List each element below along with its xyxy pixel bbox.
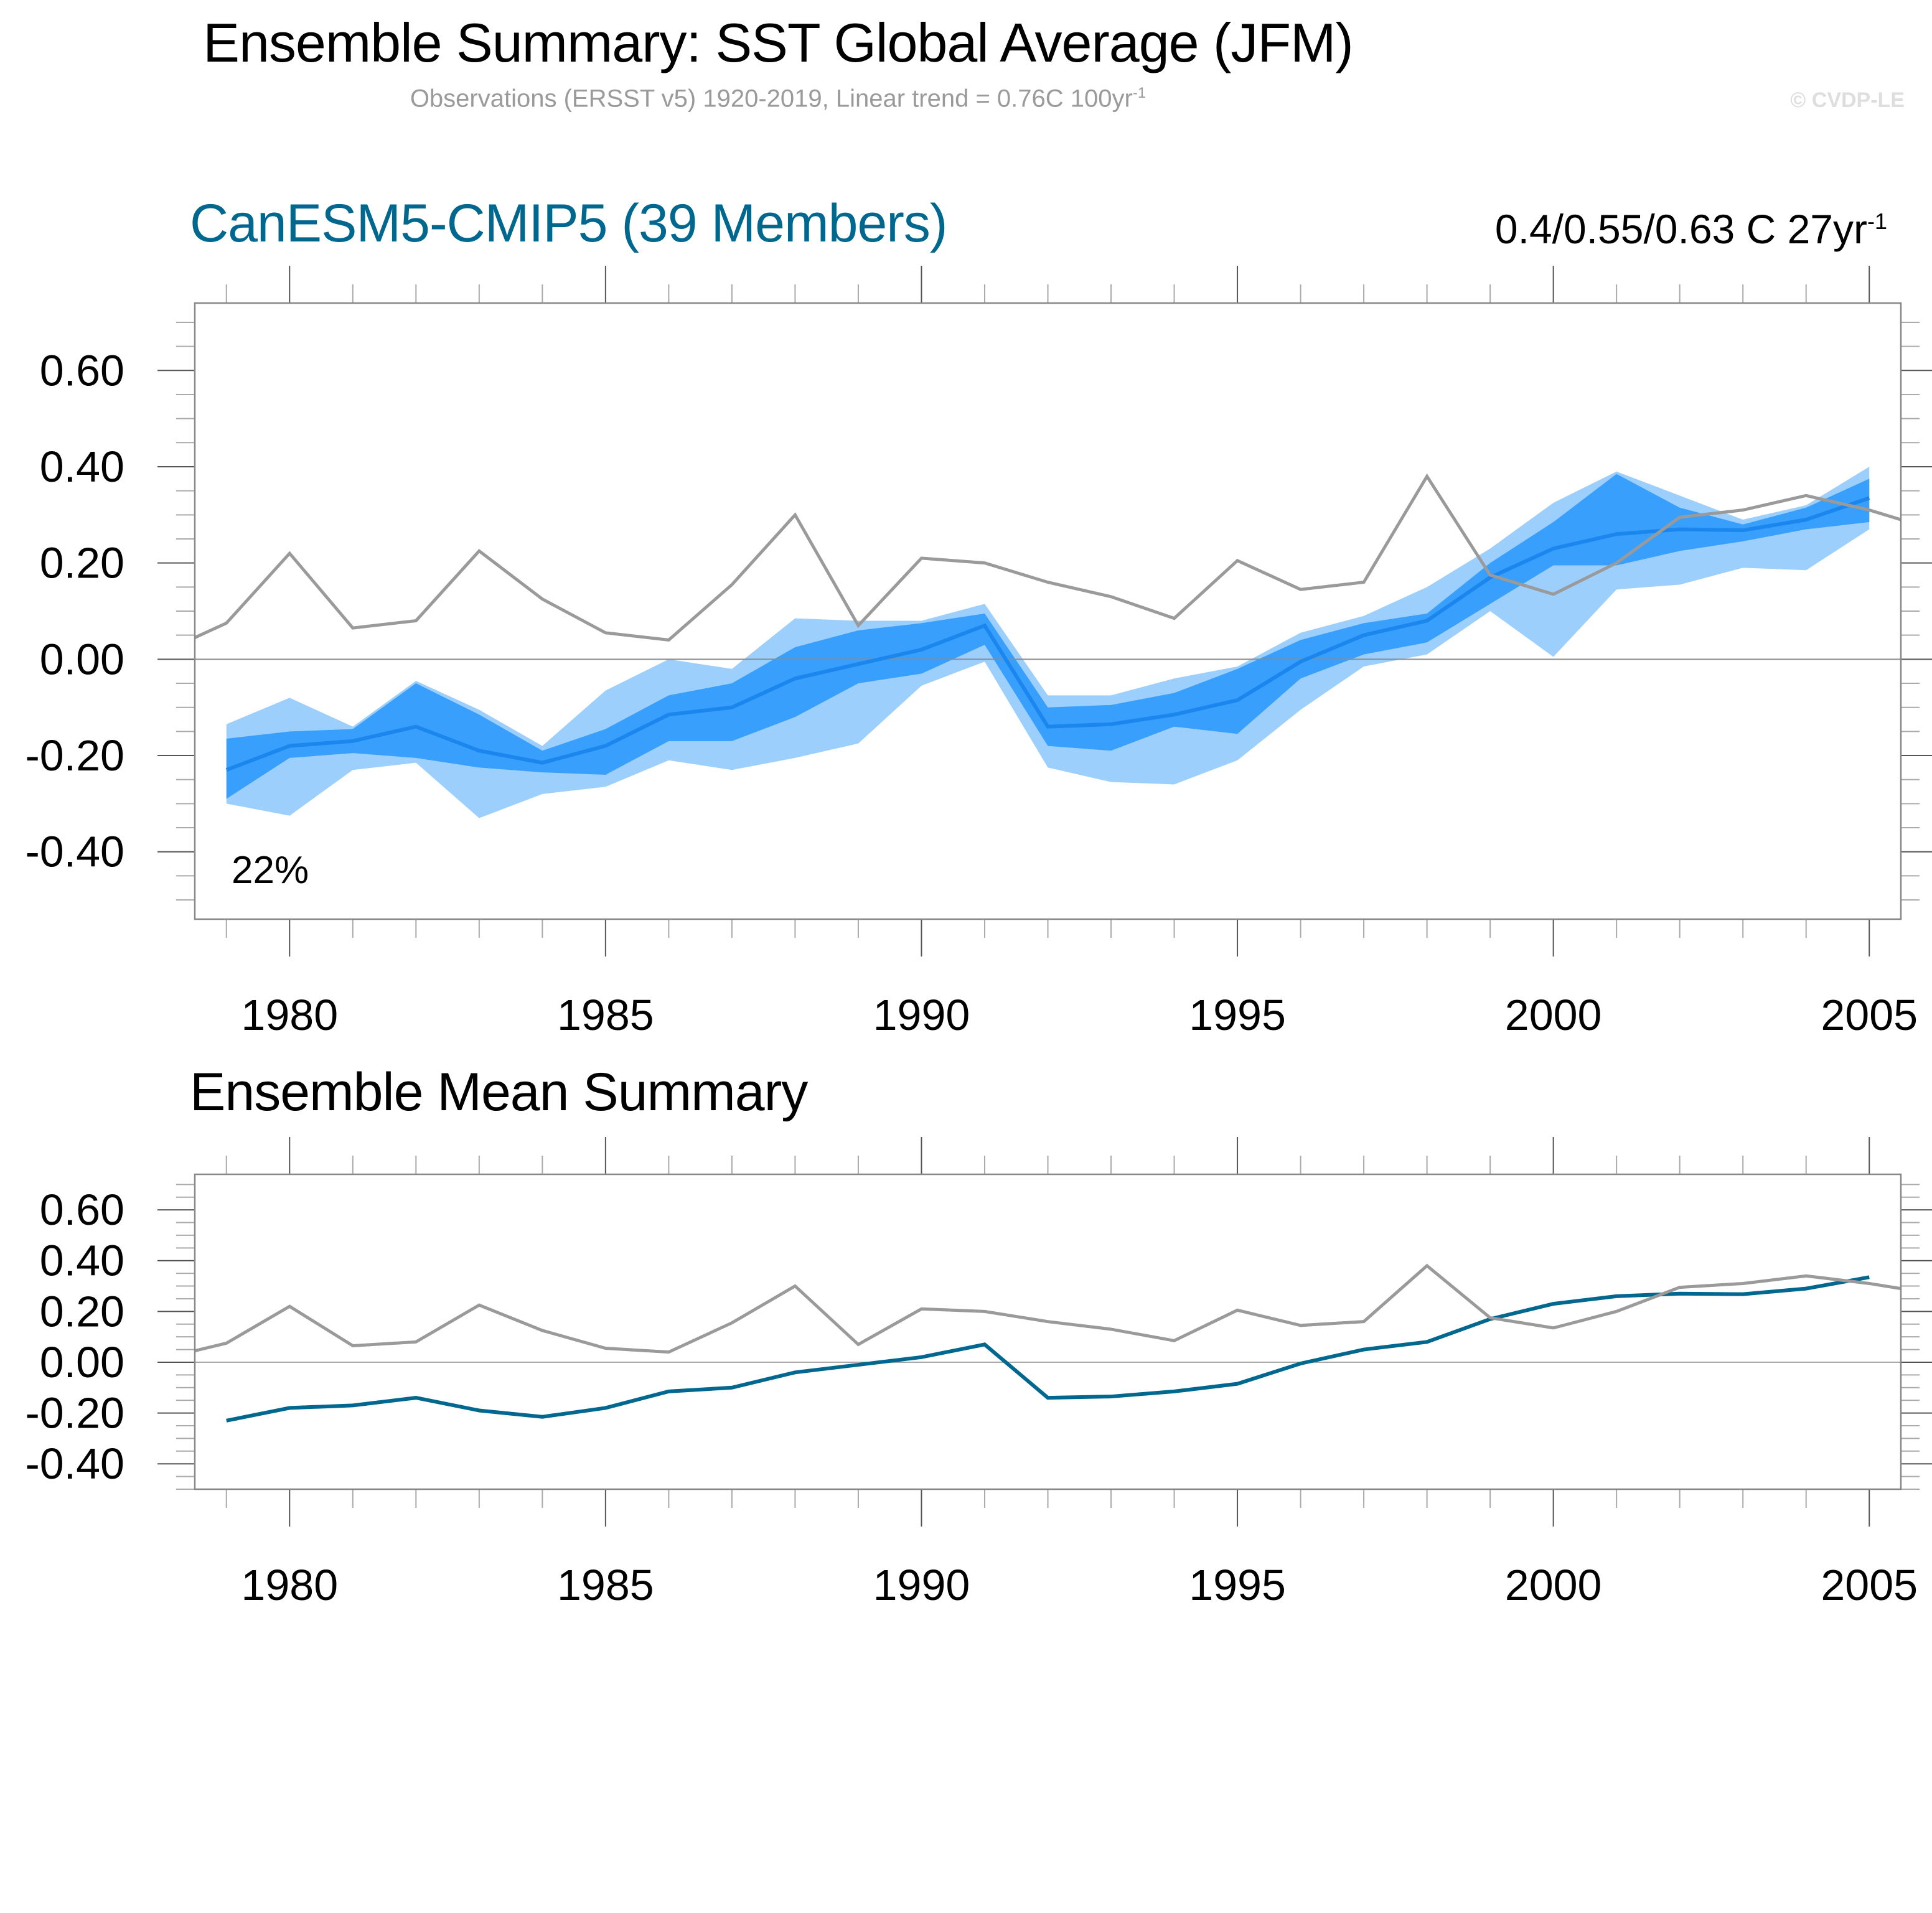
x-tick-label: 1980	[241, 991, 338, 1039]
y-tick-label: 0.40	[40, 1237, 124, 1285]
y-tick-label: 0.20	[40, 1287, 124, 1335]
ensemble-inner-band	[226, 474, 1870, 799]
plot-frame	[194, 302, 1902, 920]
x-tick-label: 2005	[1821, 991, 1918, 1039]
figure-subtitle: Observations (ERSST v5) 1920-2019, Linea…	[0, 85, 1556, 113]
ensemble-summary-panel: 0.60 0.40 0.20 0.00 -0.20 -0.40 1980 1985 1990 19…	[25, 266, 1932, 1039]
y-tick-label: 0.60	[40, 1186, 124, 1234]
x-tick-label: 1985	[557, 991, 654, 1039]
x-tick-label: 1990	[873, 1561, 970, 1609]
trend-annotation-superscript: -1	[1867, 208, 1887, 234]
y-tick-label: -0.20	[25, 1389, 124, 1438]
subtitle-text: Observations (ERSST v5) 1920-2019, Linea…	[410, 85, 1133, 113]
observations-line	[194, 1263, 1902, 1354]
y-tick-label: -0.40	[25, 1439, 124, 1488]
x-tick-label: 1985	[557, 1561, 654, 1609]
x-tick-label: 2000	[1505, 991, 1602, 1039]
percent-annotation: 22%	[232, 849, 309, 892]
trend-annotation: 0.4/0.55/0.63 C 27yr-1	[1495, 205, 1887, 253]
x-tick-label: 2005	[1821, 1561, 1918, 1609]
figure-title: Ensemble Summary: SST Global Average (JF…	[203, 12, 1353, 73]
x-tick-label: 1990	[873, 991, 970, 1039]
observations-line	[194, 473, 1902, 642]
ensemble-mean-line	[226, 1275, 1870, 1423]
top-panel-title: CanESM5-CMIP5 (39 Members)	[190, 194, 948, 253]
ensemble-mean-line	[225, 496, 1870, 772]
x-tick-label: 1995	[1189, 1561, 1286, 1609]
y-tick-label: 0.40	[40, 442, 124, 491]
bottom-panel-title: Ensemble Mean Summary	[190, 1062, 808, 1122]
copyright-label: © CVDP-LE	[1790, 88, 1905, 112]
y-tick-label: 0.20	[40, 539, 124, 587]
x-tick-label: 1980	[241, 1561, 338, 1609]
x-tick-label: 1995	[1189, 991, 1286, 1039]
y-tick-label: -0.40	[25, 828, 124, 876]
x-tick-label: 2000	[1505, 1561, 1602, 1609]
subtitle-superscript: -1	[1132, 85, 1147, 101]
trend-annotation-text: 0.4/0.55/0.63 C 27yr	[1494, 206, 1867, 252]
ensemble-mean-panel: 0.600.400.200.00-0.20-0.40 1980 1985 1990 19…	[25, 1137, 1932, 1609]
y-tick-label: -0.20	[25, 731, 124, 780]
plot-frame	[194, 1173, 1902, 1490]
y-tick-label: 0.00	[40, 1338, 124, 1387]
y-tick-label: 0.00	[40, 635, 124, 683]
y-tick-label: 0.60	[40, 346, 124, 395]
